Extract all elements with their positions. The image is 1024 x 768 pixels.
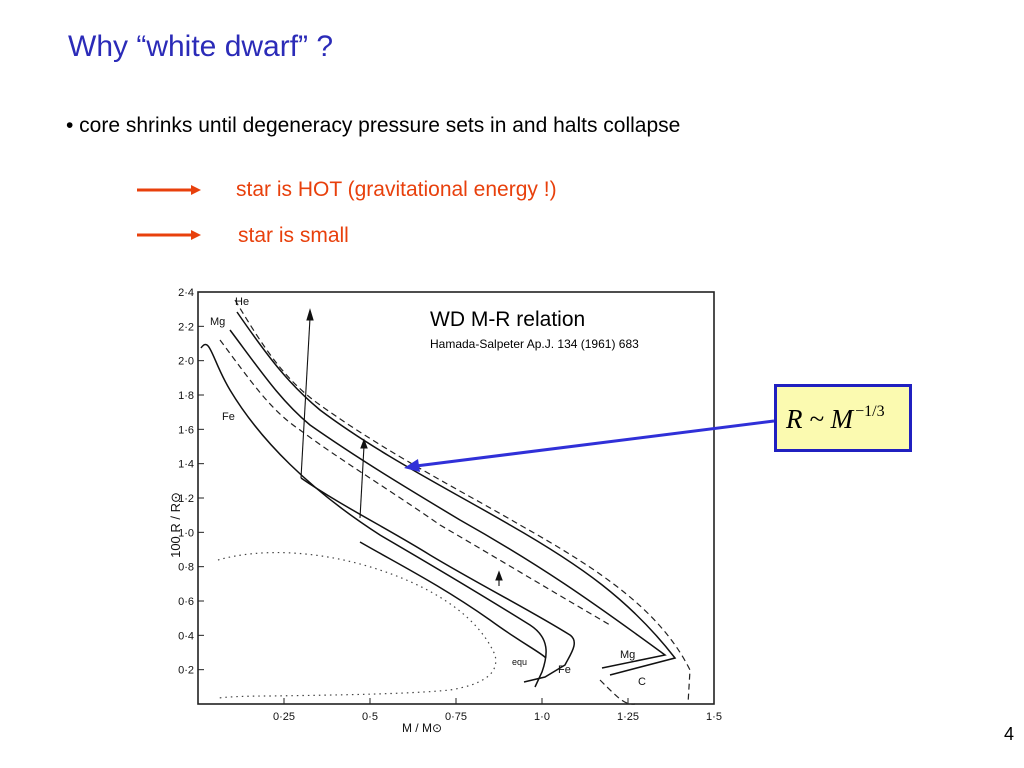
arrow-icon-2 <box>137 230 201 240</box>
y-tick-label: 1·6 <box>178 424 194 436</box>
curve-fe-outer <box>200 343 547 688</box>
x-tick-label: 0·5 <box>362 711 378 723</box>
x-tick-label: 0·25 <box>273 711 295 723</box>
x-tick-label: 1·0 <box>534 711 550 723</box>
label-c: C <box>638 676 646 688</box>
x-tick-label: 1·5 <box>706 711 722 723</box>
label-equ: equ <box>512 657 527 667</box>
point-small: star is small <box>238 224 349 247</box>
formula-main: R ~ M <box>786 404 854 434</box>
x-tick-label: 1·25 <box>617 711 639 723</box>
formula-box: R ~ M −1/3 <box>774 384 912 452</box>
label-he: He <box>235 296 249 308</box>
y-tick-label: 1·2 <box>178 493 194 505</box>
y-tick-label: 1·4 <box>178 459 194 471</box>
slide-title: Why “white dwarf” ? <box>68 30 334 63</box>
figure-reference: Hamada-Salpeter Ap.J. 134 (1961) 683 <box>430 337 639 351</box>
y-tick-label: 1·0 <box>178 527 194 539</box>
y-tick-label: 1·8 <box>178 390 194 402</box>
arrow-icon-1 <box>137 185 201 195</box>
y-tick-label: 0·6 <box>178 596 194 608</box>
label-fe-upper: Fe <box>222 411 235 423</box>
y-axis-label: 100 R / R⊙ <box>168 492 183 558</box>
curve-mg <box>229 329 667 669</box>
figure-label: WD M-R relation <box>430 308 586 331</box>
y-tick-label: 2·2 <box>178 321 194 333</box>
label-mg-upper: Mg <box>210 316 225 328</box>
y-ticks: 0·2 0·4 0·6 0·8 1·0 1·2 1·4 1·6 1·8 2·0 2·2 2·4 <box>178 287 204 677</box>
curves <box>200 311 677 688</box>
formula-exponent: −1/3 <box>855 403 885 420</box>
curve-c <box>236 311 677 676</box>
curve-equ <box>359 541 547 659</box>
mass-radius-figure: 0·2 0·4 0·6 0·8 1·0 1·2 1·4 1·6 1·8 2·0 2·2 2·4 0·2… <box>168 287 722 735</box>
label-fe-lower: Fe <box>558 664 571 676</box>
x-axis-label: M / M⊙ <box>402 721 442 735</box>
curve-labels: He Mg Fe equ Fe Mg C <box>210 296 646 688</box>
dotted-curve <box>217 551 497 699</box>
y-tick-label: 0·2 <box>178 665 194 677</box>
y-tick-label: 0·8 <box>178 562 194 574</box>
x-ticks: 0·25 0·5 0·75 1·0 1·25 1·5 <box>273 698 722 723</box>
y-tick-label: 2·0 <box>178 356 194 368</box>
page-number: 4 <box>1003 724 1014 744</box>
arrow-marks <box>300 308 503 586</box>
x-tick-label: 0·75 <box>445 711 467 723</box>
plot-frame <box>197 291 715 705</box>
bullet-text: • core shrinks until degeneracy pressure… <box>66 114 681 137</box>
point-hot: star is HOT (gravitational energy !) <box>236 178 557 201</box>
y-tick-label: 2·4 <box>178 287 194 299</box>
y-tick-label: 0·4 <box>178 630 194 642</box>
dashed-curves <box>219 299 691 705</box>
label-mg-lower: Mg <box>620 649 635 661</box>
